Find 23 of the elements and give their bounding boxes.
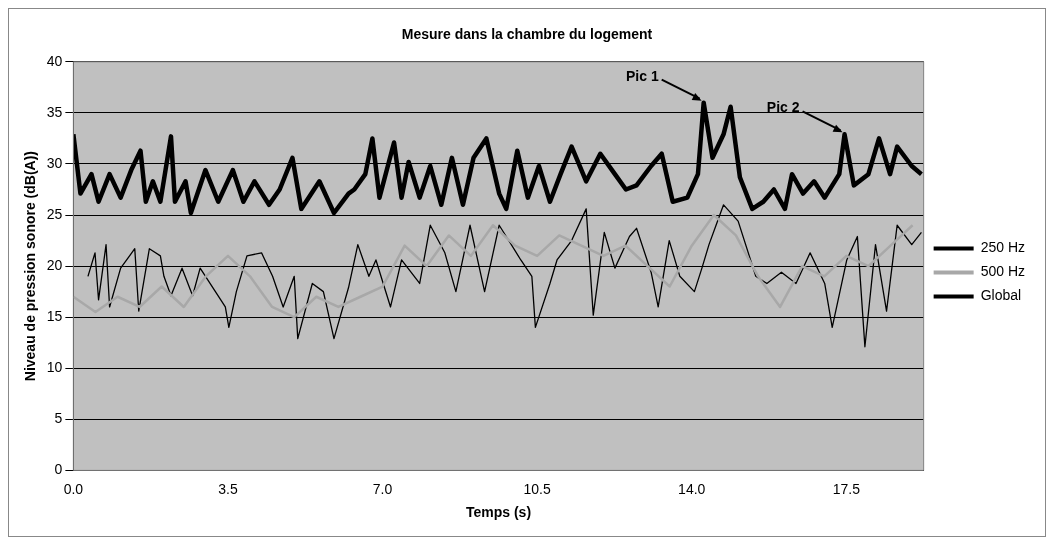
x-axis-title: Temps (s) [465,504,532,521]
y-tick-label: 0 [54,461,63,478]
y-tick-label: 20 [46,256,63,273]
y-tick-label: 40 [46,52,63,69]
y-tick-label: 30 [46,154,63,171]
y-tick-label: 10 [46,359,63,376]
y-tick-label: 35 [46,103,63,120]
legend-label: 500 Hz [980,263,1025,280]
chart-title: Mesure dans la chambre du logement [401,26,653,43]
legend-label: Global [980,287,1022,304]
x-tick-label: 10.5 [523,480,551,497]
x-tick-label: 17.5 [832,480,861,497]
legend-label: 250 Hz [980,239,1025,256]
annotation: Pic 1 [625,67,659,84]
x-tick-label: 3.5 [218,480,238,497]
y-axis-title: Niveau de pression sonore (dB(A)) [22,150,39,382]
x-tick-label: 0.0 [63,480,84,497]
annotation: Pic 2 [766,99,800,116]
x-tick-label: 14.0 [678,480,706,497]
x-tick-label: 7.0 [372,480,393,497]
y-tick-label: 25 [46,205,63,222]
y-tick-label: 5 [54,410,63,427]
y-tick-label: 15 [46,308,63,325]
